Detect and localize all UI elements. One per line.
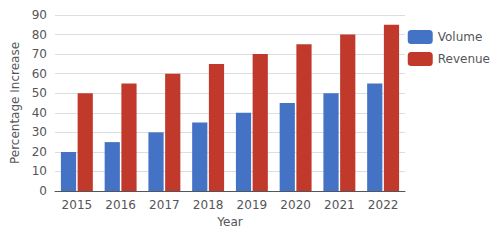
svg-text:2022: 2022 [368, 198, 399, 212]
svg-text:80: 80 [32, 28, 47, 42]
svg-text:2020: 2020 [280, 198, 311, 212]
svg-text:30: 30 [32, 125, 47, 139]
svg-text:2017: 2017 [149, 198, 180, 212]
svg-text:90: 90 [32, 8, 47, 22]
svg-text:2015: 2015 [62, 198, 93, 212]
svg-text:50: 50 [32, 86, 47, 100]
svg-text:70: 70 [32, 47, 47, 61]
svg-text:2018: 2018 [193, 198, 224, 212]
svg-text:20: 20 [32, 145, 47, 159]
svg-text:Year: Year [216, 215, 242, 229]
svg-text:Volume: Volume [438, 30, 483, 44]
svg-text:Revenue: Revenue [438, 52, 490, 66]
svg-text:40: 40 [32, 106, 47, 120]
svg-text:60: 60 [32, 67, 47, 81]
svg-text:2021: 2021 [324, 198, 355, 212]
svg-text:10: 10 [32, 164, 47, 178]
svg-text:0: 0 [39, 184, 47, 198]
svg-text:2016: 2016 [105, 198, 136, 212]
svg-text:Percentage Increase: Percentage Increase [8, 42, 22, 164]
svg-text:2019: 2019 [237, 198, 268, 212]
